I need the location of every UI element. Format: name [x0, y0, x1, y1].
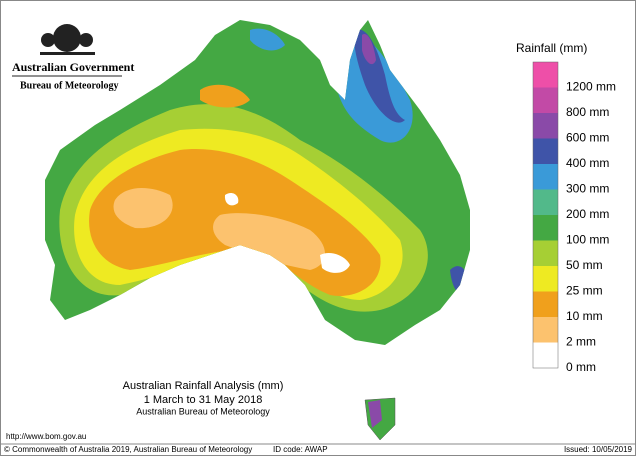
legend-label: 0 mm [566, 360, 596, 374]
id-code: ID code: AWAP [273, 445, 328, 454]
legend-label: 400 mm [566, 156, 609, 170]
legend-swatch [533, 240, 558, 266]
url: http://www.bom.gov.au [6, 432, 86, 441]
issued: Issued: 10/05/2019 [564, 445, 633, 454]
legend-label: 100 mm [566, 233, 609, 247]
legend-swatch [533, 87, 558, 113]
legend-swatch [533, 317, 558, 343]
tasmania-west [368, 400, 382, 428]
legend-label: 800 mm [566, 105, 609, 119]
legend-title: Rainfall (mm) [516, 41, 587, 55]
legend-border [532, 61, 559, 369]
caption-period: 1 March to 31 May 2018 [144, 394, 263, 406]
legend-label: 25 mm [566, 284, 603, 298]
legend-swatch [533, 266, 558, 292]
copyright: © Commonwealth of Australia 2019, Austra… [4, 445, 252, 454]
legend-label: 300 mm [566, 182, 609, 196]
legend-swatch [533, 291, 558, 317]
legend-label: 10 mm [566, 309, 603, 323]
legend: 1200 mm 800 mm 600 mm 400 mm 300 mm 200 mm 100… [532, 61, 616, 374]
agency-name: Bureau of Meteorology [20, 80, 119, 91]
crest [40, 24, 95, 55]
caption-source: Australian Bureau of Meteorology [136, 406, 270, 416]
legend-label: 1200 mm [566, 80, 616, 94]
legend-swatch [533, 189, 558, 215]
legend-label: 600 mm [566, 131, 609, 145]
legend-label: 2 mm [566, 335, 596, 349]
legend-swatch [533, 113, 558, 139]
legend-swatch [533, 215, 558, 241]
legend-swatch [533, 138, 558, 164]
legend-swatch [533, 342, 558, 368]
caption-title: Australian Rainfall Analysis (mm) [123, 380, 284, 392]
legend-label: 50 mm [566, 258, 603, 272]
government-name: Australian Government [12, 60, 134, 74]
legend-swatch [533, 164, 558, 190]
legend-swatch [533, 62, 558, 88]
legend-label: 200 mm [566, 207, 609, 221]
